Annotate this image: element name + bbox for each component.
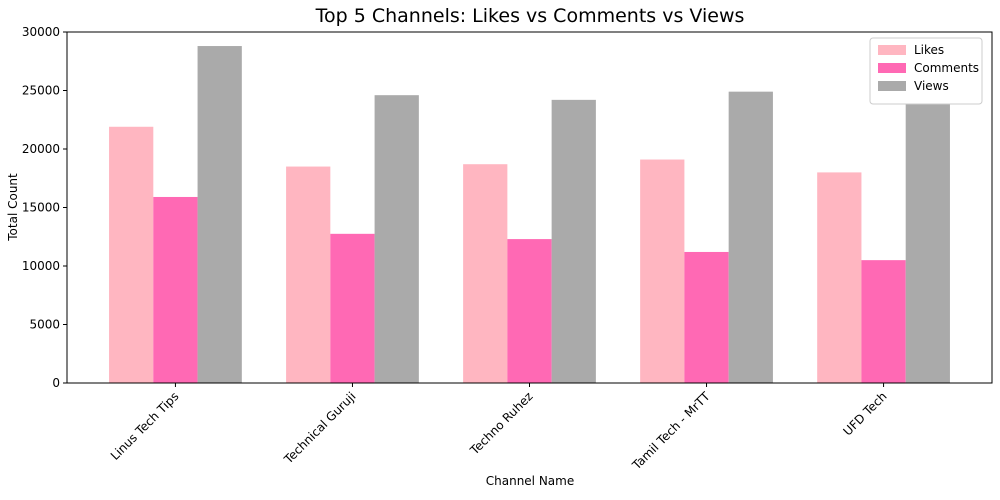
x-axis-label: Channel Name <box>486 474 574 488</box>
bar <box>330 233 375 383</box>
bar <box>286 166 331 383</box>
plot-frame <box>66 31 993 384</box>
bar <box>640 159 685 383</box>
legend-swatch <box>878 81 906 91</box>
legend-label: Comments <box>914 61 979 75</box>
bar <box>109 126 154 384</box>
y-tick-label: 20000 <box>22 142 60 156</box>
chart-title: Top 5 Channels: Likes vs Comments vs Vie… <box>315 5 745 27</box>
legend-swatch <box>878 45 906 55</box>
bar <box>153 196 198 383</box>
bar <box>507 239 552 383</box>
legend-swatch <box>878 63 906 73</box>
bar <box>684 251 729 383</box>
y-tick-label: 0 <box>52 376 60 390</box>
legend-label: Views <box>914 79 949 93</box>
x-tick-label: UFD Tech <box>840 389 889 438</box>
bar <box>728 91 773 384</box>
y-tick-label: 5000 <box>29 318 60 332</box>
bar <box>197 46 242 383</box>
x-tick-label: Linus Tech Tips <box>108 389 182 463</box>
bar <box>374 95 419 384</box>
bar <box>861 260 906 383</box>
y-tick-label: 25000 <box>22 84 60 98</box>
bar <box>905 103 950 384</box>
x-tick-label: Technical Guruji <box>281 389 359 467</box>
y-axis-label: Total Count <box>6 173 20 242</box>
y-tick-label: 30000 <box>22 25 60 39</box>
bar <box>817 172 862 383</box>
x-tick-label: Tamil Tech - MrTT <box>629 389 713 473</box>
bar <box>463 164 508 383</box>
legend-label: Likes <box>914 43 944 57</box>
x-tick-label: Techno Ruhez <box>467 389 536 458</box>
y-tick-label: 10000 <box>22 259 60 273</box>
y-tick-label: 15000 <box>22 201 60 215</box>
bar <box>551 99 596 384</box>
